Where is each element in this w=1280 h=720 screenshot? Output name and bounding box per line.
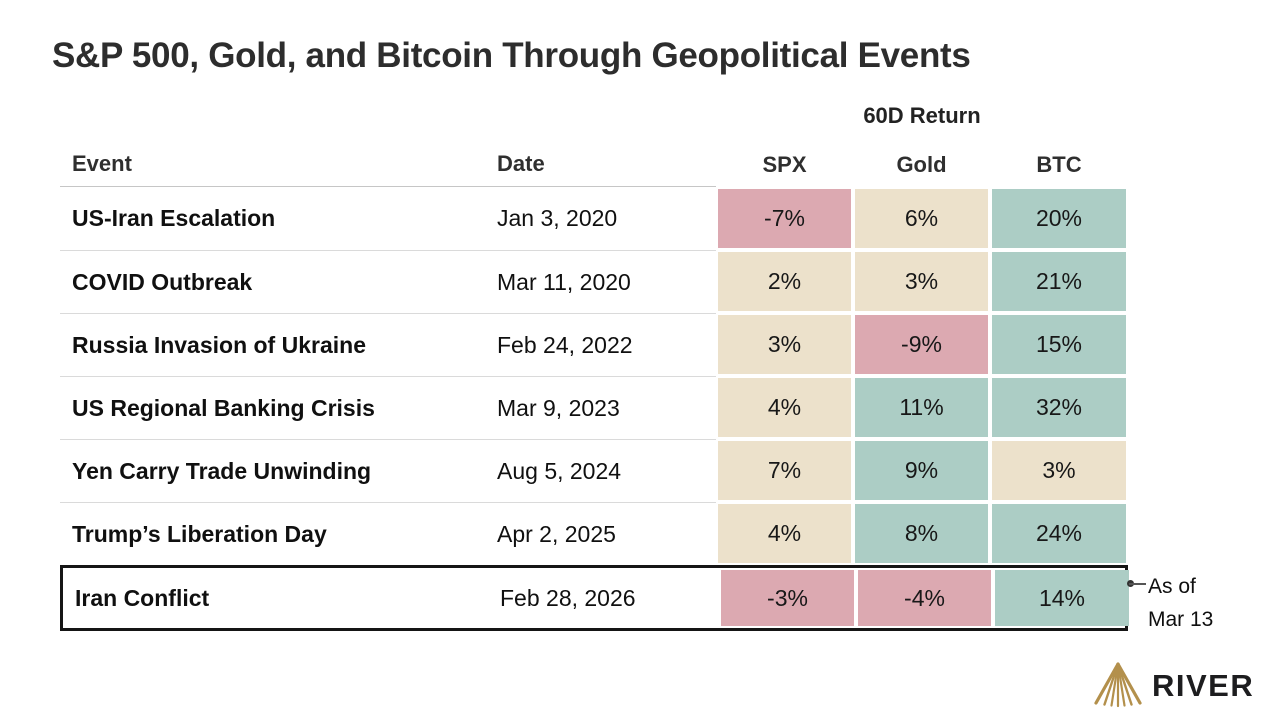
table-header-row: Event Date SPX Gold BTC (60, 140, 1128, 187)
event-name: US-Iran Escalation (72, 205, 276, 231)
event-name: Yen Carry Trade Unwinding (60, 439, 497, 502)
table-row: COVID Outbreak Mar 11, 2020 2% 3% 21% (60, 250, 1128, 313)
btc-return-cell: 14% (995, 570, 1129, 626)
river-wordmark: RIVER (1152, 668, 1255, 703)
column-header-spx: SPX (762, 152, 807, 177)
gold-return-cell: 8% (855, 504, 988, 563)
btc-return-cell: 21% (992, 252, 1126, 311)
event-date: Aug 5, 2024 (497, 439, 716, 502)
table-row: Trump’s Liberation Day Apr 2, 2025 4% 8%… (60, 502, 1128, 565)
gold-return-cell: 11% (855, 378, 988, 437)
spx-return-cell: 7% (718, 441, 851, 500)
group-header-60d-return: 60D Return (863, 103, 981, 128)
gold-return-cell: -9% (855, 315, 988, 374)
event-date: Feb 24, 2022 (497, 313, 716, 376)
gold-return-cell: -4% (858, 570, 991, 626)
table-row: Yen Carry Trade Unwinding Aug 5, 2024 7%… (60, 439, 1128, 502)
gold-return-cell: 3% (855, 252, 988, 311)
event-name: Russia Invasion of Ukraine (60, 313, 497, 376)
event-date: Jan 3, 2020 (497, 205, 618, 231)
event-date: Mar 11, 2020 (497, 250, 716, 313)
table-row-highlighted: Iran Conflict Feb 28, 2026 -3% -4% 14% (63, 568, 1129, 628)
event-name: Trump’s Liberation Day (60, 502, 497, 565)
river-fan-icon (1094, 662, 1142, 708)
event-name: Iran Conflict (75, 584, 210, 611)
column-header-btc: BTC (1036, 152, 1082, 177)
highlighted-row-box: Iran Conflict Feb 28, 2026 -3% -4% 14% (60, 565, 1129, 631)
gold-return-cell: 9% (855, 441, 988, 500)
spx-return-cell: 3% (718, 315, 851, 374)
annotation-connector-line (1129, 583, 1146, 585)
annotation-line-2: Mar 13 (1148, 608, 1214, 631)
table-row: US Regional Banking Crisis Mar 9, 2023 4… (60, 376, 1128, 439)
returns-table: Event Date SPX Gold BTC US-Iran Escalati… (60, 140, 1129, 631)
column-header-gold: Gold (896, 152, 947, 177)
btc-return-cell: 20% (992, 189, 1126, 248)
page-title: S&P 500, Gold, and Bitcoin Through Geopo… (52, 36, 971, 75)
spx-return-cell: -3% (721, 570, 854, 626)
event-name: US Regional Banking Crisis (60, 376, 497, 439)
event-date: Feb 28, 2026 (500, 584, 636, 611)
gold-return-cell: 6% (855, 189, 988, 248)
event-date: Apr 2, 2025 (497, 502, 716, 565)
annotation-line-1: As of (1148, 575, 1196, 598)
column-header-event: Event (60, 140, 497, 187)
btc-return-cell: 3% (992, 441, 1126, 500)
spx-return-cell: -7% (718, 189, 851, 248)
btc-return-cell: 24% (992, 504, 1126, 563)
table-row: US-Iran Escalation Jan 3, 2020 -7% 6% 20… (60, 187, 1128, 250)
spx-return-cell: 4% (718, 504, 851, 563)
table-row: Russia Invasion of Ukraine Feb 24, 2022 … (60, 313, 1128, 376)
spx-return-cell: 2% (718, 252, 851, 311)
as-of-annotation: As of Mar 13 (1148, 570, 1213, 636)
column-header-date: Date (497, 140, 716, 187)
btc-return-cell: 15% (992, 315, 1126, 374)
event-date: Mar 9, 2023 (497, 376, 716, 439)
spx-return-cell: 4% (718, 378, 851, 437)
event-name: COVID Outbreak (60, 250, 497, 313)
river-logo: RIVER (1092, 660, 1254, 708)
btc-return-cell: 32% (992, 378, 1126, 437)
